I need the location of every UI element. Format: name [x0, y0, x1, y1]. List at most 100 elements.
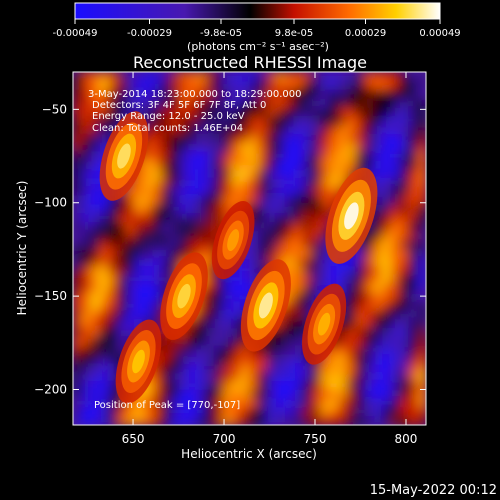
- heatmap-cell: [231, 319, 242, 329]
- heatmap-cell: [178, 151, 189, 162]
- heatmap-cell: [364, 283, 375, 294]
- heatmap-cell: [258, 169, 269, 179]
- heatmap-cell: [337, 169, 348, 179]
- heatmap-cell: [364, 407, 375, 418]
- heatmap-cell: [249, 230, 260, 241]
- heatmap-cell: [408, 169, 419, 179]
- heatmap-cell: [196, 160, 207, 171]
- heatmap-cell: [346, 354, 357, 365]
- heatmap-source: [302, 283, 347, 365]
- heatmap-cell: [320, 107, 330, 118]
- heatmap-cell: [302, 416, 313, 425]
- heatmap-cell: [258, 354, 269, 365]
- heatmap-cell: [117, 230, 127, 241]
- heatmap-cell: [373, 345, 383, 356]
- heatmap-cell: [117, 319, 127, 329]
- heatmap-cell: [337, 363, 348, 374]
- heatmap-cell: [381, 177, 392, 188]
- heatmap-cell: [293, 319, 304, 329]
- heatmap-cell: [373, 380, 383, 391]
- heatmap-cell: [205, 398, 216, 409]
- heatmap-cell: [90, 169, 101, 179]
- annotations: 3-May-2014 18:23:00.000 to 18:29:00.000 …: [88, 89, 301, 411]
- heatmap-cell: [267, 248, 277, 259]
- heatmap-cell: [408, 389, 419, 400]
- heatmap-cell: [293, 186, 304, 197]
- heatmap-cell: [214, 80, 225, 91]
- heatmap-cell: [284, 363, 295, 374]
- heatmap-cell: [346, 80, 357, 91]
- heatmap-cell: [143, 72, 154, 82]
- heatmap-cell: [320, 230, 330, 241]
- footer-date: 15-May-2022 00:12: [370, 483, 497, 498]
- heatmap-cell: [267, 372, 277, 382]
- heatmap-cell: [223, 336, 233, 347]
- heatmap-cell: [143, 133, 154, 144]
- heatmap-cell: [417, 345, 426, 356]
- heatmap-cell: [337, 389, 348, 400]
- heatmap-cell: [143, 186, 154, 197]
- heatmap-cell: [125, 292, 136, 303]
- heatmap-cell: [302, 398, 313, 409]
- heatmap-cell: [170, 151, 180, 162]
- y-tick-label: −50: [42, 102, 67, 116]
- heatmap-cell: [231, 142, 242, 153]
- heatmap-cell: [223, 301, 233, 312]
- heatmap-cell: [143, 142, 154, 153]
- heatmap-cell: [258, 363, 269, 374]
- heatmap-cell: [408, 301, 419, 312]
- heatmap-cell: [125, 310, 136, 321]
- heatmap-cell: [249, 186, 260, 197]
- heatmap-cell: [214, 177, 225, 188]
- heatmap-cell: [390, 177, 401, 188]
- heatmap-cell: [408, 363, 419, 374]
- heatmap-cell: [108, 230, 119, 241]
- heatmap-cell: [152, 398, 163, 409]
- heatmap-cell: [408, 345, 419, 356]
- heatmap-cell: [267, 107, 277, 118]
- x-axis-ticks: 650 700 750 800: [122, 72, 417, 446]
- heatmap-cell: [223, 398, 233, 409]
- heatmap-cell: [293, 169, 304, 179]
- heatmap-cell: [240, 142, 251, 153]
- y-tick-label: −200: [34, 383, 67, 397]
- heatmap-cell: [302, 222, 313, 232]
- heatmap-cell: [275, 204, 286, 215]
- heatmap-cell: [73, 372, 83, 382]
- heatmap-cell: [284, 177, 295, 188]
- heatmap-cell: [258, 345, 269, 356]
- heatmap-cell: [90, 336, 101, 347]
- heatmap-cell: [355, 107, 366, 118]
- heatmap-cell: [302, 239, 313, 250]
- heatmap-cell: [187, 186, 198, 197]
- heatmap-cell: [381, 204, 392, 215]
- heatmap-cell: [267, 222, 277, 232]
- heatmap-cell: [196, 98, 207, 109]
- heatmap-cell: [205, 142, 216, 153]
- heatmap-cell: [408, 266, 419, 276]
- heatmap-cell: [355, 301, 366, 312]
- heatmap-cell: [364, 292, 375, 303]
- heatmap-cell: [81, 336, 92, 347]
- heatmap-cell: [364, 354, 375, 365]
- heatmap-cell: [293, 274, 304, 285]
- heatmap-cell: [328, 354, 339, 365]
- heatmap-cell: [196, 398, 207, 409]
- source-contour: [317, 312, 331, 336]
- heatmap-cell: [275, 72, 286, 82]
- heatmap-cell: [346, 107, 357, 118]
- heatmap-cell: [267, 380, 277, 391]
- heatmap-cell: [161, 80, 172, 91]
- heatmap-cell: [346, 160, 357, 171]
- heatmap-cell: [293, 124, 304, 135]
- heatmap-cell: [390, 116, 401, 126]
- heatmap-cell: [249, 222, 260, 232]
- heatmap-cell: [240, 160, 251, 171]
- heatmap-cell: [152, 248, 163, 259]
- heatmap-cell: [373, 222, 383, 232]
- heatmap-cell: [205, 72, 216, 82]
- heatmap-cell: [152, 107, 163, 118]
- heatmap-cell: [223, 72, 233, 82]
- heatmap-cell: [399, 380, 410, 391]
- colorbar-gradient: [74, 2, 441, 20]
